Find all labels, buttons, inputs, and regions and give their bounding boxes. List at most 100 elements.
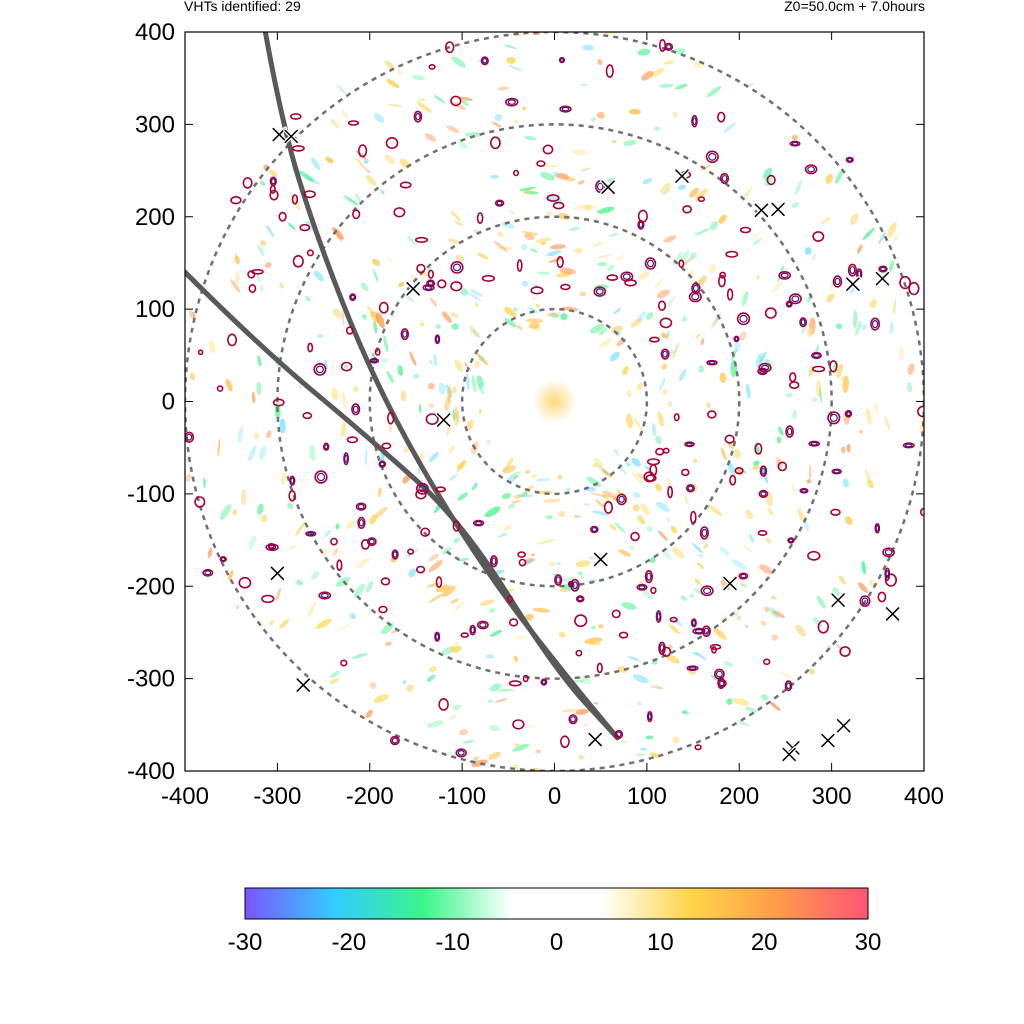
field-patch	[820, 216, 831, 225]
field-patch	[417, 101, 432, 113]
field-patch	[513, 475, 520, 479]
field-patch	[413, 373, 420, 379]
field-patch	[734, 341, 741, 352]
vht-contour-inner	[829, 413, 838, 422]
vht-contour	[318, 591, 332, 600]
field-patch	[577, 675, 592, 685]
vht-contour	[692, 627, 706, 635]
field-patch	[232, 508, 237, 516]
vht-contour	[387, 411, 395, 425]
vht-contour-inner	[344, 454, 349, 463]
field-patch	[266, 225, 275, 238]
field-patch	[560, 576, 576, 582]
vht-contour-inner	[270, 178, 276, 185]
field-patch	[472, 330, 480, 338]
field-patch	[397, 364, 404, 376]
field-patch	[678, 369, 687, 382]
vht-contour	[684, 441, 695, 448]
vht-contour	[197, 349, 204, 356]
field-patch	[537, 539, 555, 545]
field-patch	[889, 260, 894, 273]
field-patch	[655, 435, 662, 445]
vht-contour	[882, 547, 895, 558]
field-patch	[651, 423, 657, 437]
vht-contour	[593, 286, 607, 297]
field-patch	[234, 254, 240, 265]
vht-contour	[829, 360, 838, 373]
vht-contour	[575, 649, 583, 657]
vht-contour-inner	[475, 520, 483, 526]
field-patch	[235, 271, 240, 285]
vht-contour	[655, 447, 665, 456]
field-patch	[444, 396, 451, 411]
vht-contour-inner	[740, 573, 747, 579]
field-patch	[889, 321, 894, 334]
vht-contour	[289, 475, 296, 486]
field-patch	[535, 749, 541, 754]
vht-contour	[734, 467, 744, 475]
vht-contour	[374, 348, 381, 356]
x-tick-label: -200	[346, 783, 394, 810]
vht-contour	[788, 372, 797, 383]
vht-contour	[738, 572, 749, 580]
vht-contour	[682, 205, 692, 214]
field-patch	[726, 460, 736, 475]
field-patch	[371, 258, 381, 266]
vht-contour	[729, 474, 737, 486]
field-patch	[450, 598, 460, 604]
vht-contour-inner	[596, 182, 604, 191]
field-patch	[459, 729, 468, 736]
field-patch	[804, 247, 812, 255]
field-patch	[253, 432, 260, 439]
field-patch	[309, 444, 316, 462]
vht-contour-inner	[721, 175, 728, 182]
field-patch	[383, 335, 389, 353]
field-patch	[494, 569, 505, 575]
field-patch	[654, 126, 660, 131]
vht-contour-inner	[638, 585, 646, 590]
vht-contour	[686, 665, 699, 672]
vht-contour	[357, 516, 366, 530]
field-patch	[459, 96, 473, 101]
field-patch	[583, 640, 601, 646]
vht-marker	[405, 280, 422, 297]
field-patch	[752, 465, 760, 471]
vht-contour-inner	[786, 682, 791, 690]
field-patch	[427, 383, 435, 390]
vht-contour-inner	[379, 461, 385, 467]
field-patch	[531, 296, 537, 301]
field-patch	[355, 558, 370, 569]
field-patch	[694, 228, 710, 236]
vht-contour	[718, 274, 726, 288]
vht-marker	[753, 202, 770, 219]
vht-contour	[346, 436, 359, 444]
field-patch	[854, 320, 862, 336]
field-patch	[396, 69, 403, 75]
field-patch	[642, 178, 653, 185]
field-patch	[663, 60, 675, 65]
field-patch	[435, 324, 441, 329]
vht-contour-inner	[760, 491, 767, 497]
field-patch	[907, 382, 913, 393]
vht-contour	[306, 249, 315, 257]
field-patch	[341, 109, 349, 120]
field-patch	[466, 291, 481, 301]
field-patch	[387, 103, 403, 108]
field-patch	[429, 451, 439, 463]
field-patch	[489, 725, 501, 732]
field-patch	[259, 445, 267, 460]
vht-contour	[827, 411, 841, 425]
field-patch	[451, 101, 466, 110]
field-patch	[508, 64, 523, 72]
field-patch	[279, 619, 289, 629]
field-patch	[317, 333, 324, 339]
vht-contour-inner	[452, 263, 462, 272]
field-patch	[795, 625, 806, 637]
field-patch	[561, 708, 578, 713]
field-patch	[654, 483, 662, 492]
vht-contour-inner	[435, 633, 440, 640]
field-patch	[428, 593, 444, 603]
field-patch	[310, 157, 321, 171]
field-patch	[573, 514, 581, 519]
field-patch	[298, 170, 314, 182]
